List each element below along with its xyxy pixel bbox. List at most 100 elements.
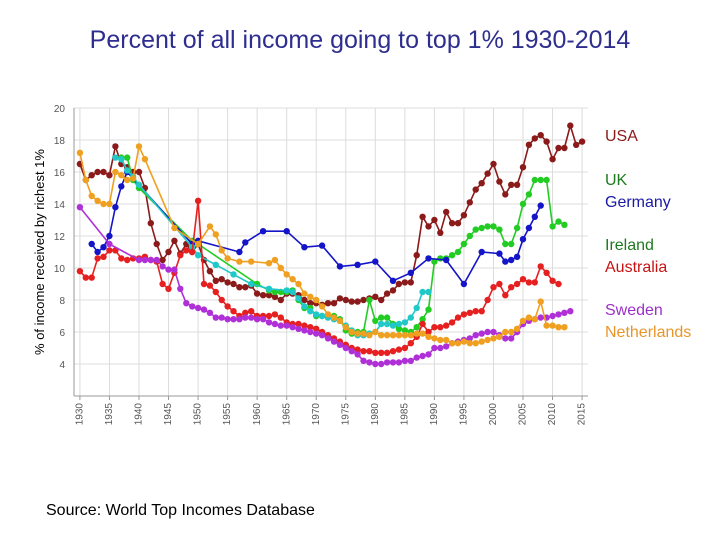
tick-labels: 1930 1935 1940 1945 1950 1955 1960 1965 1970 1975… bbox=[54, 104, 588, 425]
data-point bbox=[118, 156, 125, 163]
x-tick-label: 1930 bbox=[75, 403, 86, 426]
data-point bbox=[242, 314, 249, 321]
data-point bbox=[106, 247, 113, 254]
data-point bbox=[277, 322, 284, 329]
data-point bbox=[389, 287, 397, 294]
data-point bbox=[183, 247, 190, 254]
data-point bbox=[466, 335, 473, 342]
data-point bbox=[301, 290, 308, 297]
chart-title: Percent of all income going to top 1% 19… bbox=[89, 26, 631, 54]
data-point bbox=[372, 317, 379, 324]
x-tick-label: 1985 bbox=[399, 403, 410, 426]
data-point bbox=[378, 314, 385, 321]
data-point bbox=[342, 324, 349, 331]
x-tick-label: 1965 bbox=[281, 403, 292, 426]
data-point bbox=[419, 320, 426, 328]
data-point bbox=[189, 303, 196, 310]
data-point bbox=[478, 308, 485, 315]
data-point bbox=[531, 279, 538, 286]
data-point bbox=[283, 322, 290, 329]
data-point bbox=[106, 240, 113, 248]
data-point bbox=[360, 330, 367, 337]
data-point bbox=[448, 340, 456, 347]
data-point bbox=[183, 300, 190, 307]
data-point bbox=[407, 357, 414, 364]
data-point bbox=[537, 298, 544, 305]
data-point bbox=[313, 311, 320, 318]
data-point bbox=[88, 172, 95, 179]
data-point bbox=[218, 296, 225, 304]
data-point bbox=[366, 348, 373, 355]
x-tick-label: 1990 bbox=[429, 403, 440, 426]
y-tick-label: 14 bbox=[54, 200, 66, 211]
data-point bbox=[354, 346, 361, 353]
data-point bbox=[519, 164, 527, 171]
data-point bbox=[212, 261, 219, 268]
y-tick-label: 18 bbox=[54, 136, 66, 147]
data-point bbox=[88, 240, 95, 248]
data-point bbox=[147, 256, 154, 264]
data-point bbox=[425, 223, 432, 230]
legend-usa: USA bbox=[605, 128, 638, 145]
data-point bbox=[336, 263, 344, 270]
data-point bbox=[478, 338, 485, 345]
data-point bbox=[348, 328, 355, 336]
data-point bbox=[484, 336, 491, 344]
y-tick-label: 10 bbox=[54, 264, 66, 275]
x-tick-label: 1940 bbox=[134, 403, 145, 426]
data-point bbox=[307, 293, 314, 300]
data-point bbox=[112, 168, 119, 176]
data-point bbox=[135, 256, 143, 264]
data-point bbox=[378, 349, 385, 356]
data-point bbox=[372, 349, 379, 356]
data-point bbox=[289, 324, 296, 331]
data-point bbox=[283, 287, 290, 294]
data-point bbox=[94, 255, 101, 262]
data-point bbox=[342, 344, 349, 352]
data-point bbox=[360, 348, 367, 355]
data-point bbox=[206, 282, 214, 289]
data-point bbox=[537, 176, 544, 184]
data-point bbox=[407, 269, 414, 276]
data-point bbox=[112, 204, 119, 211]
data-point bbox=[466, 309, 473, 316]
data-point bbox=[484, 223, 491, 230]
data-point bbox=[301, 296, 308, 304]
data-point bbox=[194, 240, 202, 248]
data-point bbox=[425, 306, 432, 313]
data-point bbox=[106, 172, 113, 179]
data-point bbox=[106, 200, 113, 208]
data-point bbox=[525, 279, 533, 286]
data-point bbox=[443, 208, 450, 216]
data-point bbox=[555, 280, 562, 288]
data-point bbox=[324, 311, 332, 318]
data-point bbox=[531, 176, 538, 184]
data-point bbox=[171, 266, 178, 273]
data-point bbox=[513, 325, 521, 332]
data-point bbox=[513, 181, 521, 188]
data-point bbox=[567, 122, 574, 129]
data-point bbox=[118, 172, 125, 179]
data-point bbox=[549, 322, 556, 329]
x-tick-label: 1975 bbox=[340, 403, 351, 426]
data-point bbox=[348, 348, 355, 355]
data-point bbox=[372, 360, 379, 368]
data-point bbox=[502, 335, 509, 342]
data-point bbox=[407, 340, 414, 347]
data-point bbox=[177, 252, 184, 259]
data-point bbox=[431, 335, 438, 342]
data-point bbox=[94, 168, 101, 176]
y-axis-label: % of income received by richest 1% bbox=[32, 149, 47, 355]
x-tick-label: 1945 bbox=[163, 403, 174, 426]
data-point bbox=[419, 213, 426, 220]
data-point bbox=[484, 170, 491, 177]
data-point bbox=[472, 332, 479, 339]
data-point bbox=[496, 280, 503, 288]
data-point bbox=[248, 258, 255, 265]
data-point bbox=[147, 220, 154, 227]
data-point bbox=[360, 296, 367, 304]
data-point bbox=[496, 333, 503, 340]
data-point bbox=[360, 357, 367, 364]
data-point bbox=[271, 311, 279, 318]
data-point bbox=[100, 253, 107, 260]
